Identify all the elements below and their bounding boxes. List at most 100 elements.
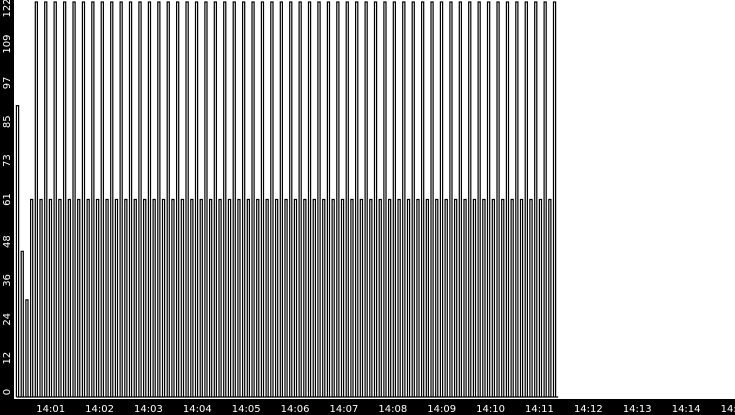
pulse	[307, 1, 312, 397]
y-tick-label: 24	[2, 313, 13, 326]
pulse	[543, 1, 547, 397]
pulse	[119, 1, 123, 397]
pulse	[477, 1, 481, 397]
pulse	[496, 1, 500, 397]
pulse	[251, 1, 255, 397]
x-tick-label: 14:10	[476, 404, 505, 415]
pulse	[20, 250, 24, 397]
pulse	[331, 198, 335, 397]
pulse	[53, 1, 57, 397]
pulse	[444, 198, 448, 397]
pulse	[147, 1, 152, 397]
pulse	[152, 198, 156, 397]
pulse	[552, 1, 557, 397]
pulse	[472, 198, 477, 397]
pulse	[421, 1, 425, 397]
x-tick-label: 14:03	[134, 404, 163, 415]
pulse	[176, 1, 180, 397]
x-axis-tick-labels: 14:01 14:02 14:03 14:04 14:05 14:06 14:07 14:08…	[36, 404, 735, 415]
x-tick-label: 14:05	[232, 404, 261, 415]
x-tick-label: 14:15	[721, 404, 735, 415]
pulse	[439, 1, 444, 397]
pulse	[34, 1, 38, 397]
pulse	[298, 1, 302, 397]
pulse	[190, 198, 194, 397]
pulse	[242, 1, 246, 397]
pulse	[322, 198, 326, 397]
pulse	[529, 198, 533, 397]
pulse	[326, 1, 331, 397]
y-tick-label: 12	[2, 352, 13, 365]
y-tick-label: 122	[2, 0, 13, 18]
x-tick-label: 14:12	[574, 404, 603, 415]
pulse	[501, 198, 505, 397]
pulse	[246, 198, 250, 397]
pulse	[223, 1, 227, 397]
pulse	[44, 1, 48, 397]
pulse-series	[15, 1, 559, 398]
pulse	[194, 1, 199, 397]
pulse	[293, 198, 298, 397]
x-tick-label: 14:06	[281, 404, 310, 415]
pulse	[416, 198, 420, 397]
pulse	[317, 1, 321, 397]
pulse	[369, 198, 373, 397]
pulse	[383, 1, 387, 397]
pulse	[100, 1, 104, 397]
pulse	[81, 1, 86, 397]
pulse	[538, 198, 543, 397]
pulse	[435, 198, 439, 397]
pulse	[373, 1, 378, 397]
pulse	[128, 1, 133, 397]
y-tick-label: 97	[2, 77, 13, 90]
x-axis-band	[0, 399, 735, 415]
pulse	[406, 198, 411, 397]
pulse	[77, 198, 81, 397]
pulse	[185, 1, 189, 397]
pulse	[15, 105, 20, 397]
pulse	[95, 198, 100, 397]
y-tick-label: 36	[2, 274, 13, 287]
pulse	[133, 198, 137, 397]
pulse	[336, 1, 340, 397]
pulse	[72, 1, 76, 397]
x-tick-label: 14:14	[672, 404, 701, 415]
pulse	[340, 198, 345, 397]
x-tick-label: 14:04	[183, 404, 212, 415]
pulse	[218, 198, 222, 397]
pulse	[48, 198, 53, 397]
pulse	[388, 198, 392, 397]
pulse	[91, 1, 95, 397]
pulse	[449, 1, 453, 397]
pulse	[463, 198, 467, 397]
pulse	[180, 198, 185, 397]
pulse	[30, 198, 34, 397]
pulse	[411, 1, 415, 397]
pulse	[265, 198, 269, 397]
x-tick-label: 14:07	[330, 404, 359, 415]
pulse	[359, 198, 364, 397]
pulse	[213, 1, 217, 397]
pulse	[425, 198, 429, 397]
pulse	[355, 1, 359, 397]
pulse	[482, 198, 486, 397]
pulse	[232, 1, 236, 397]
pulse	[515, 1, 519, 397]
pulse	[63, 1, 67, 397]
pulse	[402, 1, 406, 397]
pulse	[138, 1, 142, 397]
x-tick-label: 14:13	[623, 404, 652, 415]
pulse	[270, 1, 274, 397]
pulse	[505, 1, 510, 397]
pulse	[275, 198, 279, 397]
pulse	[157, 1, 161, 397]
pulse	[256, 198, 260, 397]
pulse	[454, 198, 458, 397]
pulse	[350, 198, 354, 397]
pulse	[209, 198, 213, 397]
pulse	[114, 198, 119, 397]
pulse	[430, 1, 434, 397]
pulse	[237, 198, 241, 397]
pulse	[171, 198, 175, 397]
